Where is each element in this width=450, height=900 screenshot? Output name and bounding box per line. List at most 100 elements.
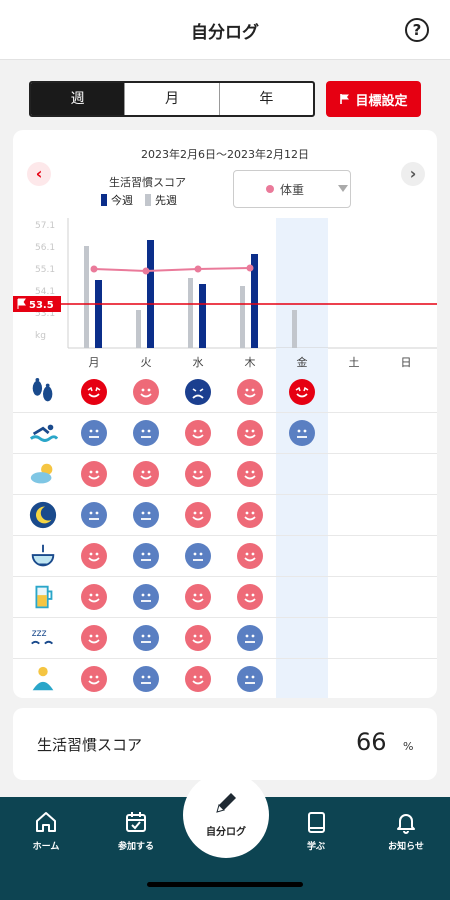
home-icon <box>36 812 56 832</box>
prev-week-button[interactable]: ‹ <box>27 162 51 186</box>
nav-participate[interactable]: 参加する <box>96 809 176 852</box>
face-great-icon[interactable] <box>289 379 315 405</box>
legend: 今週 先週 <box>101 192 177 208</box>
legend-label-last-week: 先週 <box>155 194 177 207</box>
page-title: 自分ログ <box>191 23 259 43</box>
weight-point <box>246 264 254 272</box>
face-good-icon[interactable] <box>81 584 107 610</box>
face-neutral-icon[interactable] <box>185 543 211 569</box>
score-value: 66 <box>356 728 387 756</box>
calendar-icon <box>126 812 146 832</box>
metric-select-value: 体重 <box>280 182 305 197</box>
nav-home[interactable]: ホーム <box>6 809 86 852</box>
nav-notifications[interactable]: お知らせ <box>366 809 446 852</box>
face-good-icon[interactable] <box>237 502 263 528</box>
face-great-icon[interactable] <box>81 379 107 405</box>
face-neutral-icon[interactable] <box>133 625 159 651</box>
bar-last-week <box>292 310 297 348</box>
face-neutral-icon[interactable] <box>237 625 263 651</box>
face-good-icon[interactable] <box>185 502 211 528</box>
day-label: 金 <box>296 356 308 369</box>
face-neutral-icon[interactable] <box>237 666 263 692</box>
face-good-icon[interactable] <box>133 379 159 405</box>
goal-setting-button[interactable]: 目標設定 <box>326 81 421 117</box>
face-neutral-icon[interactable] <box>133 584 159 610</box>
goal-flag-icon <box>17 298 26 309</box>
help-button[interactable]: ? <box>405 18 429 42</box>
face-neutral-icon[interactable] <box>133 420 159 446</box>
y-tick-label: kg <box>35 331 46 341</box>
nav-participate-label: 参加する <box>117 842 154 852</box>
face-good-icon[interactable] <box>185 420 211 446</box>
metric-select[interactable]: 体重 <box>233 170 351 208</box>
bar-this-week <box>251 254 258 348</box>
day-label: 水 <box>192 356 204 369</box>
face-good-icon[interactable] <box>81 625 107 651</box>
face-good-icon[interactable] <box>185 625 211 651</box>
highlight-column-grid <box>276 348 328 698</box>
habit-row <box>13 659 437 698</box>
legend-this-week: 今週 <box>101 192 133 208</box>
y-tick-label: 53.1 <box>35 309 55 319</box>
swimming-icon <box>27 417 59 449</box>
svg-text:zzz: zzz <box>32 628 47 639</box>
legend-title: 生活習慣スコア <box>109 176 186 189</box>
header: 自分ログ ? <box>0 0 450 60</box>
flag-icon <box>340 94 350 104</box>
goal-setting-label: 目標設定 <box>355 93 408 109</box>
day-label: 日 <box>400 356 412 369</box>
book-icon <box>308 812 325 833</box>
face-bad-icon[interactable] <box>185 379 211 405</box>
tab-year[interactable]: 年 <box>259 91 274 107</box>
nav-notifications-label: お知らせ <box>388 842 424 852</box>
weight-point <box>90 265 98 273</box>
weight-dot-icon <box>266 185 274 193</box>
habit-row <box>13 372 437 413</box>
face-good-icon[interactable] <box>81 543 107 569</box>
face-neutral-icon[interactable] <box>81 502 107 528</box>
meal-bowl-icon <box>27 540 59 572</box>
face-good-icon[interactable] <box>237 420 263 446</box>
next-week-button[interactable]: › <box>401 162 425 186</box>
face-neutral-icon[interactable] <box>133 543 159 569</box>
nav-home-label: ホーム <box>32 842 60 852</box>
self-log-button[interactable]: 自分ログ <box>183 772 269 858</box>
walking-icon <box>27 376 59 408</box>
weight-line <box>93 267 251 273</box>
period-tabs: 週 月 年 <box>29 81 315 117</box>
face-good-icon[interactable] <box>185 666 211 692</box>
face-good-icon[interactable] <box>81 461 107 487</box>
face-neutral-icon[interactable] <box>81 420 107 446</box>
face-neutral-icon[interactable] <box>133 666 159 692</box>
chevron-down-icon <box>338 185 348 192</box>
habit-row <box>13 536 437 577</box>
tab-week[interactable]: 週 <box>31 83 126 115</box>
face-good-icon[interactable] <box>185 584 211 610</box>
face-good-icon[interactable] <box>237 379 263 405</box>
y-tick-label: 54.1 <box>35 287 55 297</box>
face-good-icon[interactable] <box>237 584 263 610</box>
day-label: 火 <box>140 356 152 369</box>
bar-last-week <box>84 246 89 348</box>
face-good-icon[interactable] <box>185 461 211 487</box>
score-unit: % <box>403 740 414 753</box>
sleep-moon-icon <box>27 499 59 531</box>
face-good-icon[interactable] <box>237 461 263 487</box>
face-neutral-icon[interactable] <box>133 502 159 528</box>
weather-icon <box>27 458 59 490</box>
bar-last-week <box>240 286 245 348</box>
y-tick-label: 57.1 <box>35 221 55 231</box>
face-good-icon[interactable] <box>133 461 159 487</box>
y-tick-label: 56.1 <box>35 243 55 253</box>
bar-last-week <box>136 310 141 348</box>
face-good-icon[interactable] <box>237 543 263 569</box>
tab-month[interactable]: 月 <box>125 83 220 115</box>
bar-this-week <box>147 240 154 348</box>
weight-point <box>194 265 202 273</box>
home-indicator <box>147 882 303 887</box>
face-neutral-icon[interactable] <box>289 420 315 446</box>
face-good-icon[interactable] <box>81 666 107 692</box>
highlight-column <box>276 218 328 348</box>
day-label: 土 <box>348 356 360 369</box>
nav-learn[interactable]: 学ぶ <box>276 809 356 852</box>
